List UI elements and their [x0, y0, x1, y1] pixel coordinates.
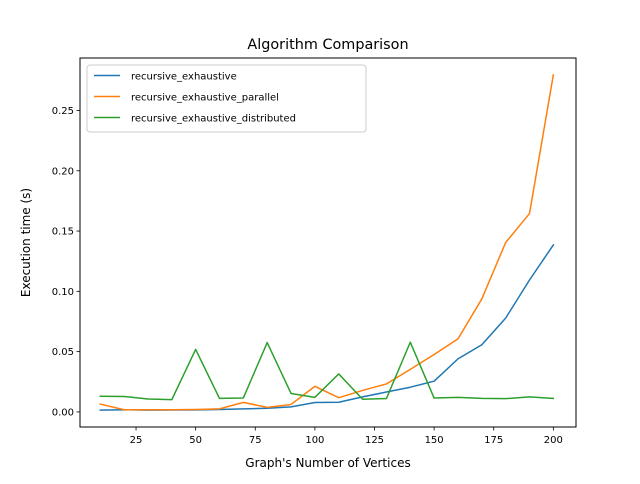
x-tick-label: 25: [130, 435, 143, 446]
x-axis-label: Graph's Number of Vertices: [245, 456, 410, 470]
plot-frame: [79, 57, 577, 428]
chart-title: Algorithm Comparison: [247, 37, 408, 53]
y-tick-label: 0.15: [52, 227, 74, 238]
plot-series-group: [99, 74, 555, 411]
x-axis-ticks: 25 50 75 100 125 150 175 200: [130, 427, 563, 446]
x-tick-label: 200: [544, 435, 563, 446]
y-tick-label: 0.05: [52, 347, 74, 358]
y-axis-label: Execution time (s): [19, 188, 33, 297]
series-line-2: [99, 341, 555, 401]
x-tick-label: 150: [425, 435, 444, 446]
y-axis-ticks: 0.00 0.05 0.10 0.15 0.20 0.25: [52, 106, 80, 419]
x-tick-label: 50: [189, 435, 202, 446]
legend-label-0: recursive_exhaustive: [131, 72, 237, 83]
x-tick-label: 100: [305, 435, 324, 446]
y-tick-label: 0.20: [52, 166, 74, 177]
legend: recursive_exhaustive recursive_exhaustive…: [86, 64, 367, 133]
legend-label-2: recursive_exhaustive_distributed: [131, 114, 296, 125]
series-line-1: [99, 74, 555, 411]
y-tick-label: 0.10: [52, 287, 74, 298]
legend-label-1: recursive_exhaustive_parallel: [131, 93, 279, 104]
x-tick-label: 75: [249, 435, 262, 446]
legend-box: [86, 64, 367, 133]
x-tick-label: 175: [484, 435, 503, 446]
y-tick-label: 0.25: [52, 106, 74, 117]
x-tick-label: 125: [365, 435, 384, 446]
y-tick-label: 0.00: [52, 408, 74, 419]
